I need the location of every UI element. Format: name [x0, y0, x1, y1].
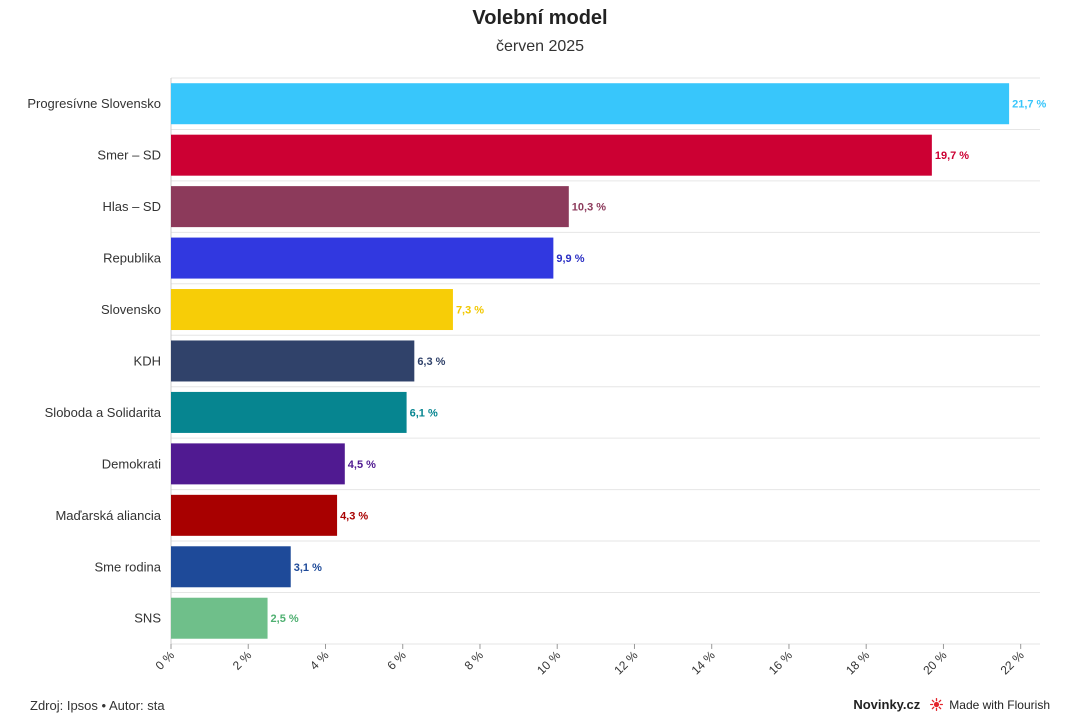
value-label: 2,5 %	[271, 613, 299, 625]
brand-logo-text[interactable]: Novinky.cz	[853, 697, 921, 712]
x-tick-label: 12 %	[611, 648, 640, 677]
x-tick-label: 0 %	[153, 648, 178, 673]
flourish-icon	[930, 698, 944, 711]
x-tick-label: 18 %	[843, 648, 872, 677]
bar[interactable]	[171, 134, 932, 176]
x-tick-label: 14 %	[689, 648, 718, 677]
bar[interactable]	[171, 340, 415, 382]
bar[interactable]	[171, 289, 453, 331]
category-label: Slovensko	[101, 302, 161, 317]
x-tick-label: 20 %	[920, 648, 949, 677]
category-label: Maďarská aliancia	[55, 508, 161, 523]
bar[interactable]	[171, 494, 338, 536]
category-label: KDH	[134, 353, 161, 368]
category-label: Sme rodina	[95, 559, 162, 574]
category-label: Sloboda a Solidarita	[45, 405, 162, 420]
bar[interactable]	[171, 443, 345, 485]
source-credit: Zdroj: Ipsos • Autor: sta	[30, 698, 165, 713]
value-label: 6,3 %	[417, 356, 445, 368]
value-label: 10,3 %	[572, 202, 606, 214]
category-label: Demokrati	[102, 456, 161, 471]
bars	[171, 83, 1010, 639]
category-labels: Progresívne Slovensko Smer – SD Hlas – SD R…	[27, 96, 162, 626]
footer-branding: Novinky.cz Made with Flourish	[853, 697, 1050, 712]
category-label: Smer – SD	[97, 148, 161, 163]
x-tick-label: 6 %	[384, 648, 409, 673]
x-axis-ticks: 0 % 2 % 4 % 6 % 8 % 10 % 12 % 14 % 16 % 18 % 20 % 2…	[153, 643, 1027, 677]
made-with-flourish-link[interactable]: Made with Flourish	[949, 697, 1050, 712]
value-label: 3,1 %	[294, 562, 322, 574]
value-label: 4,3 %	[340, 510, 368, 522]
category-label: Hlas – SD	[102, 199, 161, 214]
value-label: 4,5 %	[348, 459, 376, 471]
bar[interactable]	[171, 83, 1010, 125]
bar[interactable]	[171, 391, 407, 433]
x-tick-label: 10 %	[534, 648, 563, 677]
bar[interactable]	[171, 546, 291, 588]
value-labels: 21,7 % 19,7 % 10,3 % 9,9 % 7,3 % 6,3 % 6,1 % 4,…	[271, 99, 1047, 625]
bar[interactable]	[171, 186, 569, 228]
value-label: 9,9 %	[556, 253, 584, 265]
x-tick-label: 8 %	[462, 648, 487, 673]
x-tick-label: 4 %	[307, 648, 332, 673]
x-tick-label: 16 %	[766, 648, 795, 677]
x-tick-label: 22 %	[998, 648, 1027, 677]
value-label: 19,7 %	[935, 150, 969, 162]
x-tick-label: 2 %	[230, 648, 255, 673]
category-label: SNS	[134, 611, 161, 626]
value-label: 21,7 %	[1012, 99, 1046, 111]
category-label: Republika	[103, 251, 162, 266]
bar[interactable]	[171, 237, 554, 279]
value-label: 6,1 %	[410, 407, 438, 419]
value-label: 7,3 %	[456, 305, 484, 317]
gridlines	[170, 77, 1040, 645]
chart-subtitle: červen 2025	[495, 38, 585, 55]
chart-title: Volební model	[472, 7, 608, 29]
bar[interactable]	[171, 597, 268, 639]
category-label: Progresívne Slovensko	[27, 96, 161, 111]
